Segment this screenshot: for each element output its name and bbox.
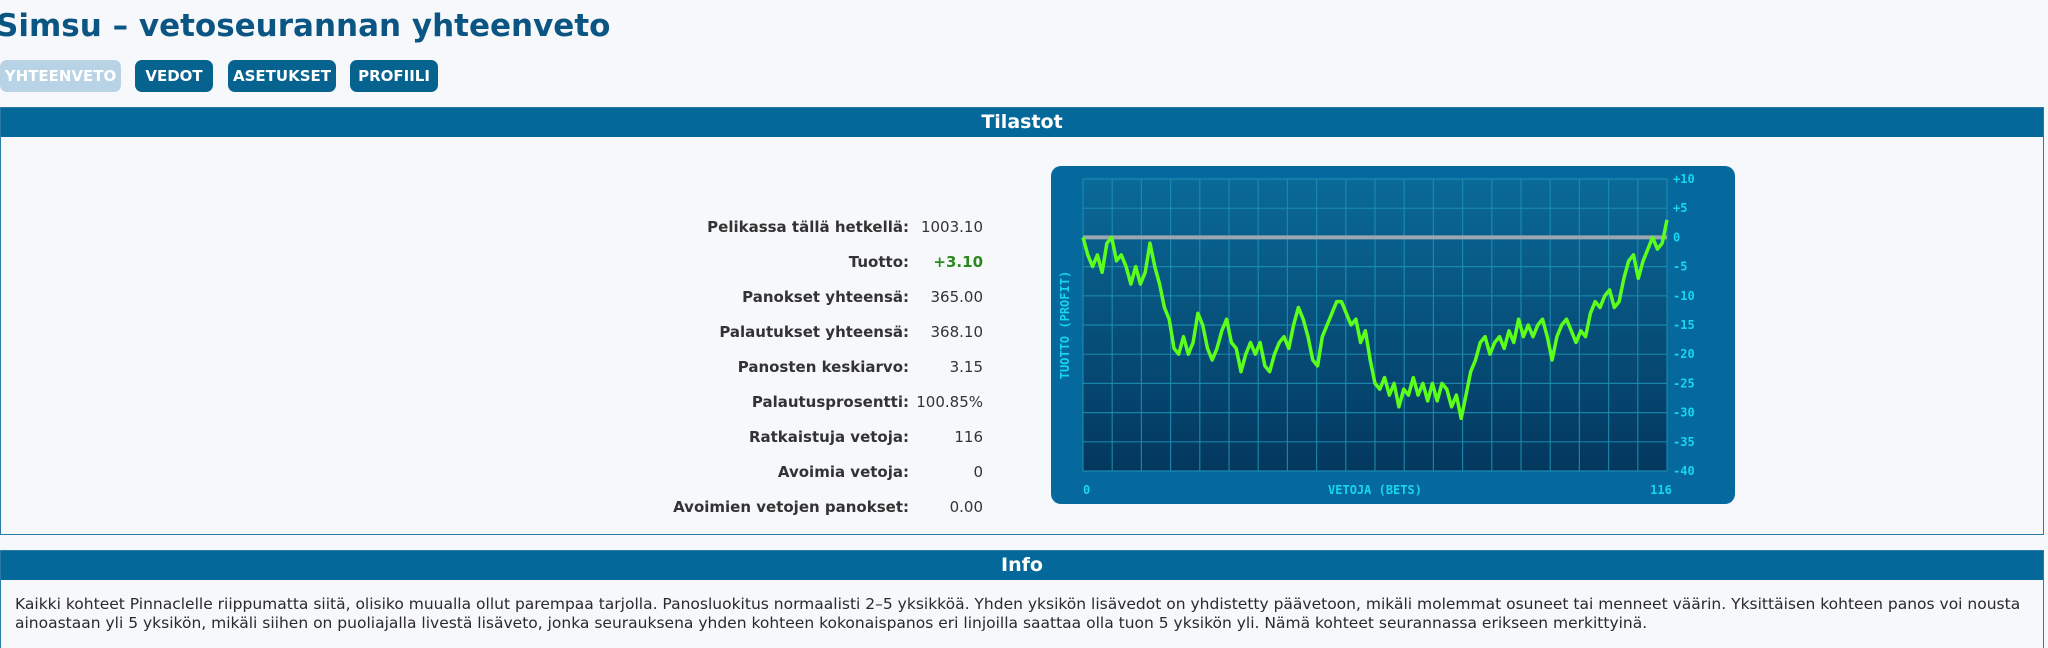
page-title: Simsu – vetoseurannan yhteenveto — [0, 8, 611, 44]
info-text: Kaikki kohteet Pinnaclelle riippumatta s… — [15, 595, 2021, 632]
stat-label-settled-bets: Ratkaistuja vetoja: — [748, 428, 909, 446]
stat-label-open-bets: Avoimia vetoja: — [777, 463, 909, 481]
y-tick-label: -20 — [1673, 347, 1695, 361]
info-panel: Info Kaikki kohteet Pinnaclelle riippuma… — [0, 550, 2044, 648]
stat-value-profit: +3.10 — [933, 253, 983, 271]
stat-label-returns-total: Palautukset yhteensä: — [719, 323, 909, 341]
profit-series-line — [1081, 219, 1669, 421]
nav-vedot-button[interactable]: VEDOT — [135, 60, 213, 92]
y-tick-label: -15 — [1673, 318, 1695, 332]
stat-value-open-stakes: 0.00 — [949, 498, 983, 516]
y-tick-label: -10 — [1673, 289, 1695, 303]
profit-chart-svg: +10 +5 0 -5 -10 -15 -20 -25 -30 -35 -40 0 116 VETOJA … — [1058, 172, 1695, 497]
nav-profiili-button[interactable]: PROFIILI — [350, 60, 438, 92]
stat-value-settled-bets: 116 — [954, 428, 983, 446]
y-tick-label: 0 — [1673, 230, 1680, 244]
stat-value-returns-total: 368.10 — [930, 323, 984, 341]
stat-value-stakes-total: 365.00 — [930, 288, 984, 306]
y-tick-label: -40 — [1673, 464, 1695, 478]
nav-asetukset-button[interactable]: ASETUKSET — [228, 60, 336, 92]
stat-value-return-percent: 100.85% — [916, 393, 983, 411]
stat-label-stake-average: Panosten keskiarvo: — [737, 358, 909, 376]
y-tick-label: -5 — [1673, 260, 1687, 274]
nav-yhteenveto-button[interactable]: YHTEENVETO — [0, 60, 121, 92]
y-tick-label: +10 — [1673, 172, 1695, 186]
y-tick-label: -25 — [1673, 376, 1695, 390]
stat-value-bankroll: 1003.10 — [920, 218, 983, 236]
info-panel-title: Info — [1, 551, 2043, 580]
stat-label-open-stakes: Avoimien vetojen panokset: — [673, 498, 909, 516]
x-tick-label: 0 — [1083, 483, 1090, 497]
stat-label-profit: Tuotto: — [848, 253, 909, 271]
y-axis-label: TUOTTO (PROFIT) — [1058, 271, 1072, 379]
stat-label-stakes-total: Panokset yhteensä: — [742, 288, 909, 306]
stats-panel: Tilastot Pelikassa tällä hetkellä: 1003.1… — [0, 107, 2044, 535]
y-tick-label: +5 — [1673, 201, 1687, 215]
stats-panel-title: Tilastot — [1, 108, 2043, 137]
profit-chart: +10 +5 0 -5 -10 -15 -20 -25 -30 -35 -40 0 116 VETOJA … — [1051, 166, 1735, 504]
x-axis-label: VETOJA (BETS) — [1328, 483, 1422, 497]
stat-value-stake-average: 3.15 — [949, 358, 983, 376]
stat-value-open-bets: 0 — [973, 463, 983, 481]
y-tick-label: -35 — [1673, 435, 1695, 449]
y-tick-label: -30 — [1673, 406, 1695, 420]
x-tick-label: 116 — [1650, 483, 1672, 497]
stat-label-return-percent: Palautusprosentti: — [751, 393, 909, 411]
stat-label-bankroll: Pelikassa tällä hetkellä: — [707, 218, 909, 236]
